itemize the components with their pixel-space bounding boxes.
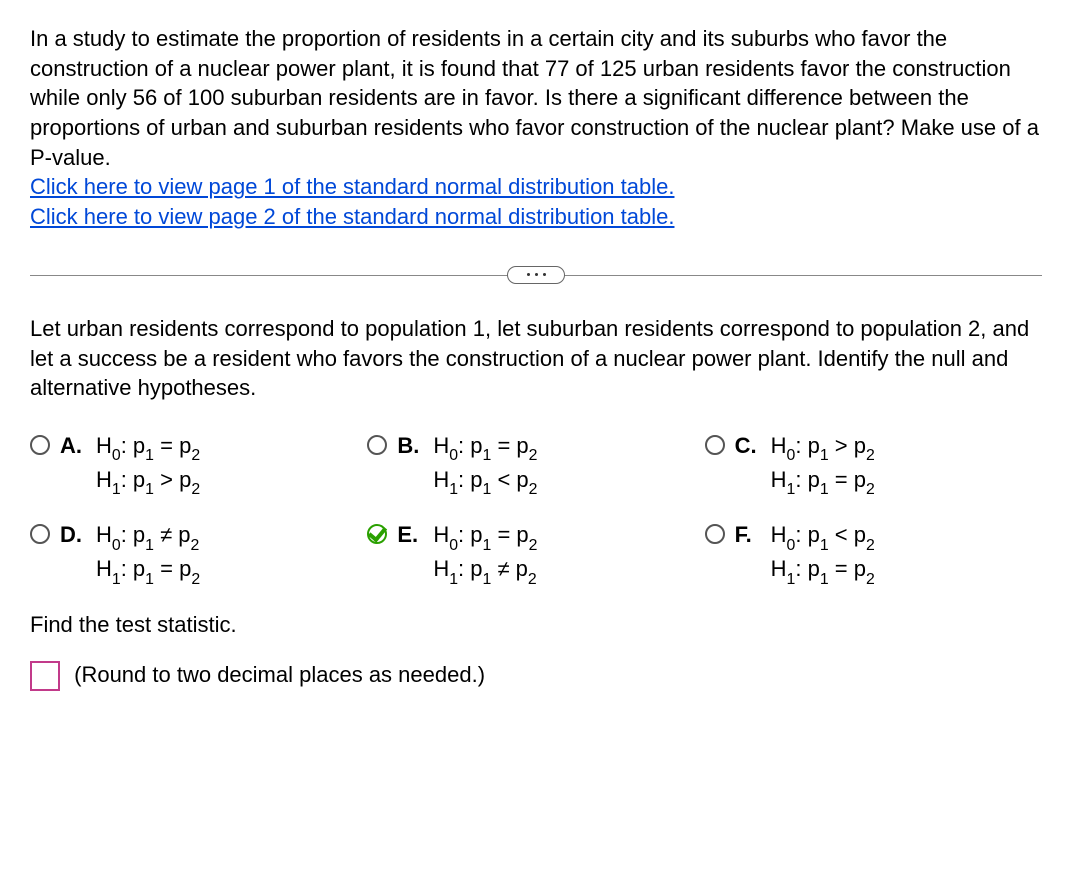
option-B-hypotheses: H0: p1 = p2 H1: p1 < p2 bbox=[433, 431, 537, 499]
find-test-statistic: Find the test statistic. bbox=[30, 610, 1042, 640]
option-letter-C: C. bbox=[735, 431, 759, 461]
option-F-hypotheses: H0: p1 < p2 H1: p1 = p2 bbox=[771, 520, 875, 588]
option-letter-A: A. bbox=[60, 431, 84, 461]
option-letter-E: E. bbox=[397, 520, 421, 550]
hypothesis-instruction: Let urban residents correspond to popula… bbox=[30, 314, 1042, 403]
option-E[interactable]: E. H0: p1 = p2 H1: p1 ≠ p2 bbox=[367, 520, 704, 588]
radio-C[interactable] bbox=[705, 435, 725, 455]
option-B[interactable]: B. H0: p1 = p2 H1: p1 < p2 bbox=[367, 431, 704, 499]
expand-button[interactable] bbox=[507, 266, 565, 284]
option-A[interactable]: A. H0: p1 = p2 H1: p1 > p2 bbox=[30, 431, 367, 499]
link-table-page2[interactable]: Click here to view page 2 of the standar… bbox=[30, 204, 674, 229]
option-D[interactable]: D. H0: p1 ≠ p2 H1: p1 = p2 bbox=[30, 520, 367, 588]
option-letter-D: D. bbox=[60, 520, 84, 550]
option-C-hypotheses: H0: p1 > p2 H1: p1 = p2 bbox=[771, 431, 875, 499]
answer-input-box[interactable] bbox=[30, 661, 60, 691]
round-note: (Round to two decimal places as needed.) bbox=[74, 662, 485, 687]
radio-B[interactable] bbox=[367, 435, 387, 455]
option-C[interactable]: C. H0: p1 > p2 H1: p1 = p2 bbox=[705, 431, 1042, 499]
radio-A[interactable] bbox=[30, 435, 50, 455]
option-letter-B: B. bbox=[397, 431, 421, 461]
radio-F[interactable] bbox=[705, 524, 725, 544]
problem-text: In a study to estimate the proportion of… bbox=[30, 24, 1042, 172]
radio-D[interactable] bbox=[30, 524, 50, 544]
answer-row: (Round to two decimal places as needed.) bbox=[30, 660, 1042, 691]
radio-E[interactable] bbox=[367, 524, 387, 544]
link-table-page1[interactable]: Click here to view page 1 of the standar… bbox=[30, 174, 674, 199]
option-F[interactable]: F. H0: p1 < p2 H1: p1 = p2 bbox=[705, 520, 1042, 588]
options-grid: A. H0: p1 = p2 H1: p1 > p2 B. H0: p1 = p… bbox=[30, 431, 1042, 588]
option-D-hypotheses: H0: p1 ≠ p2 H1: p1 = p2 bbox=[96, 520, 200, 588]
separator bbox=[30, 266, 1042, 286]
option-E-hypotheses: H0: p1 = p2 H1: p1 ≠ p2 bbox=[433, 520, 537, 588]
option-letter-F: F. bbox=[735, 520, 759, 550]
option-A-hypotheses: H0: p1 = p2 H1: p1 > p2 bbox=[96, 431, 200, 499]
